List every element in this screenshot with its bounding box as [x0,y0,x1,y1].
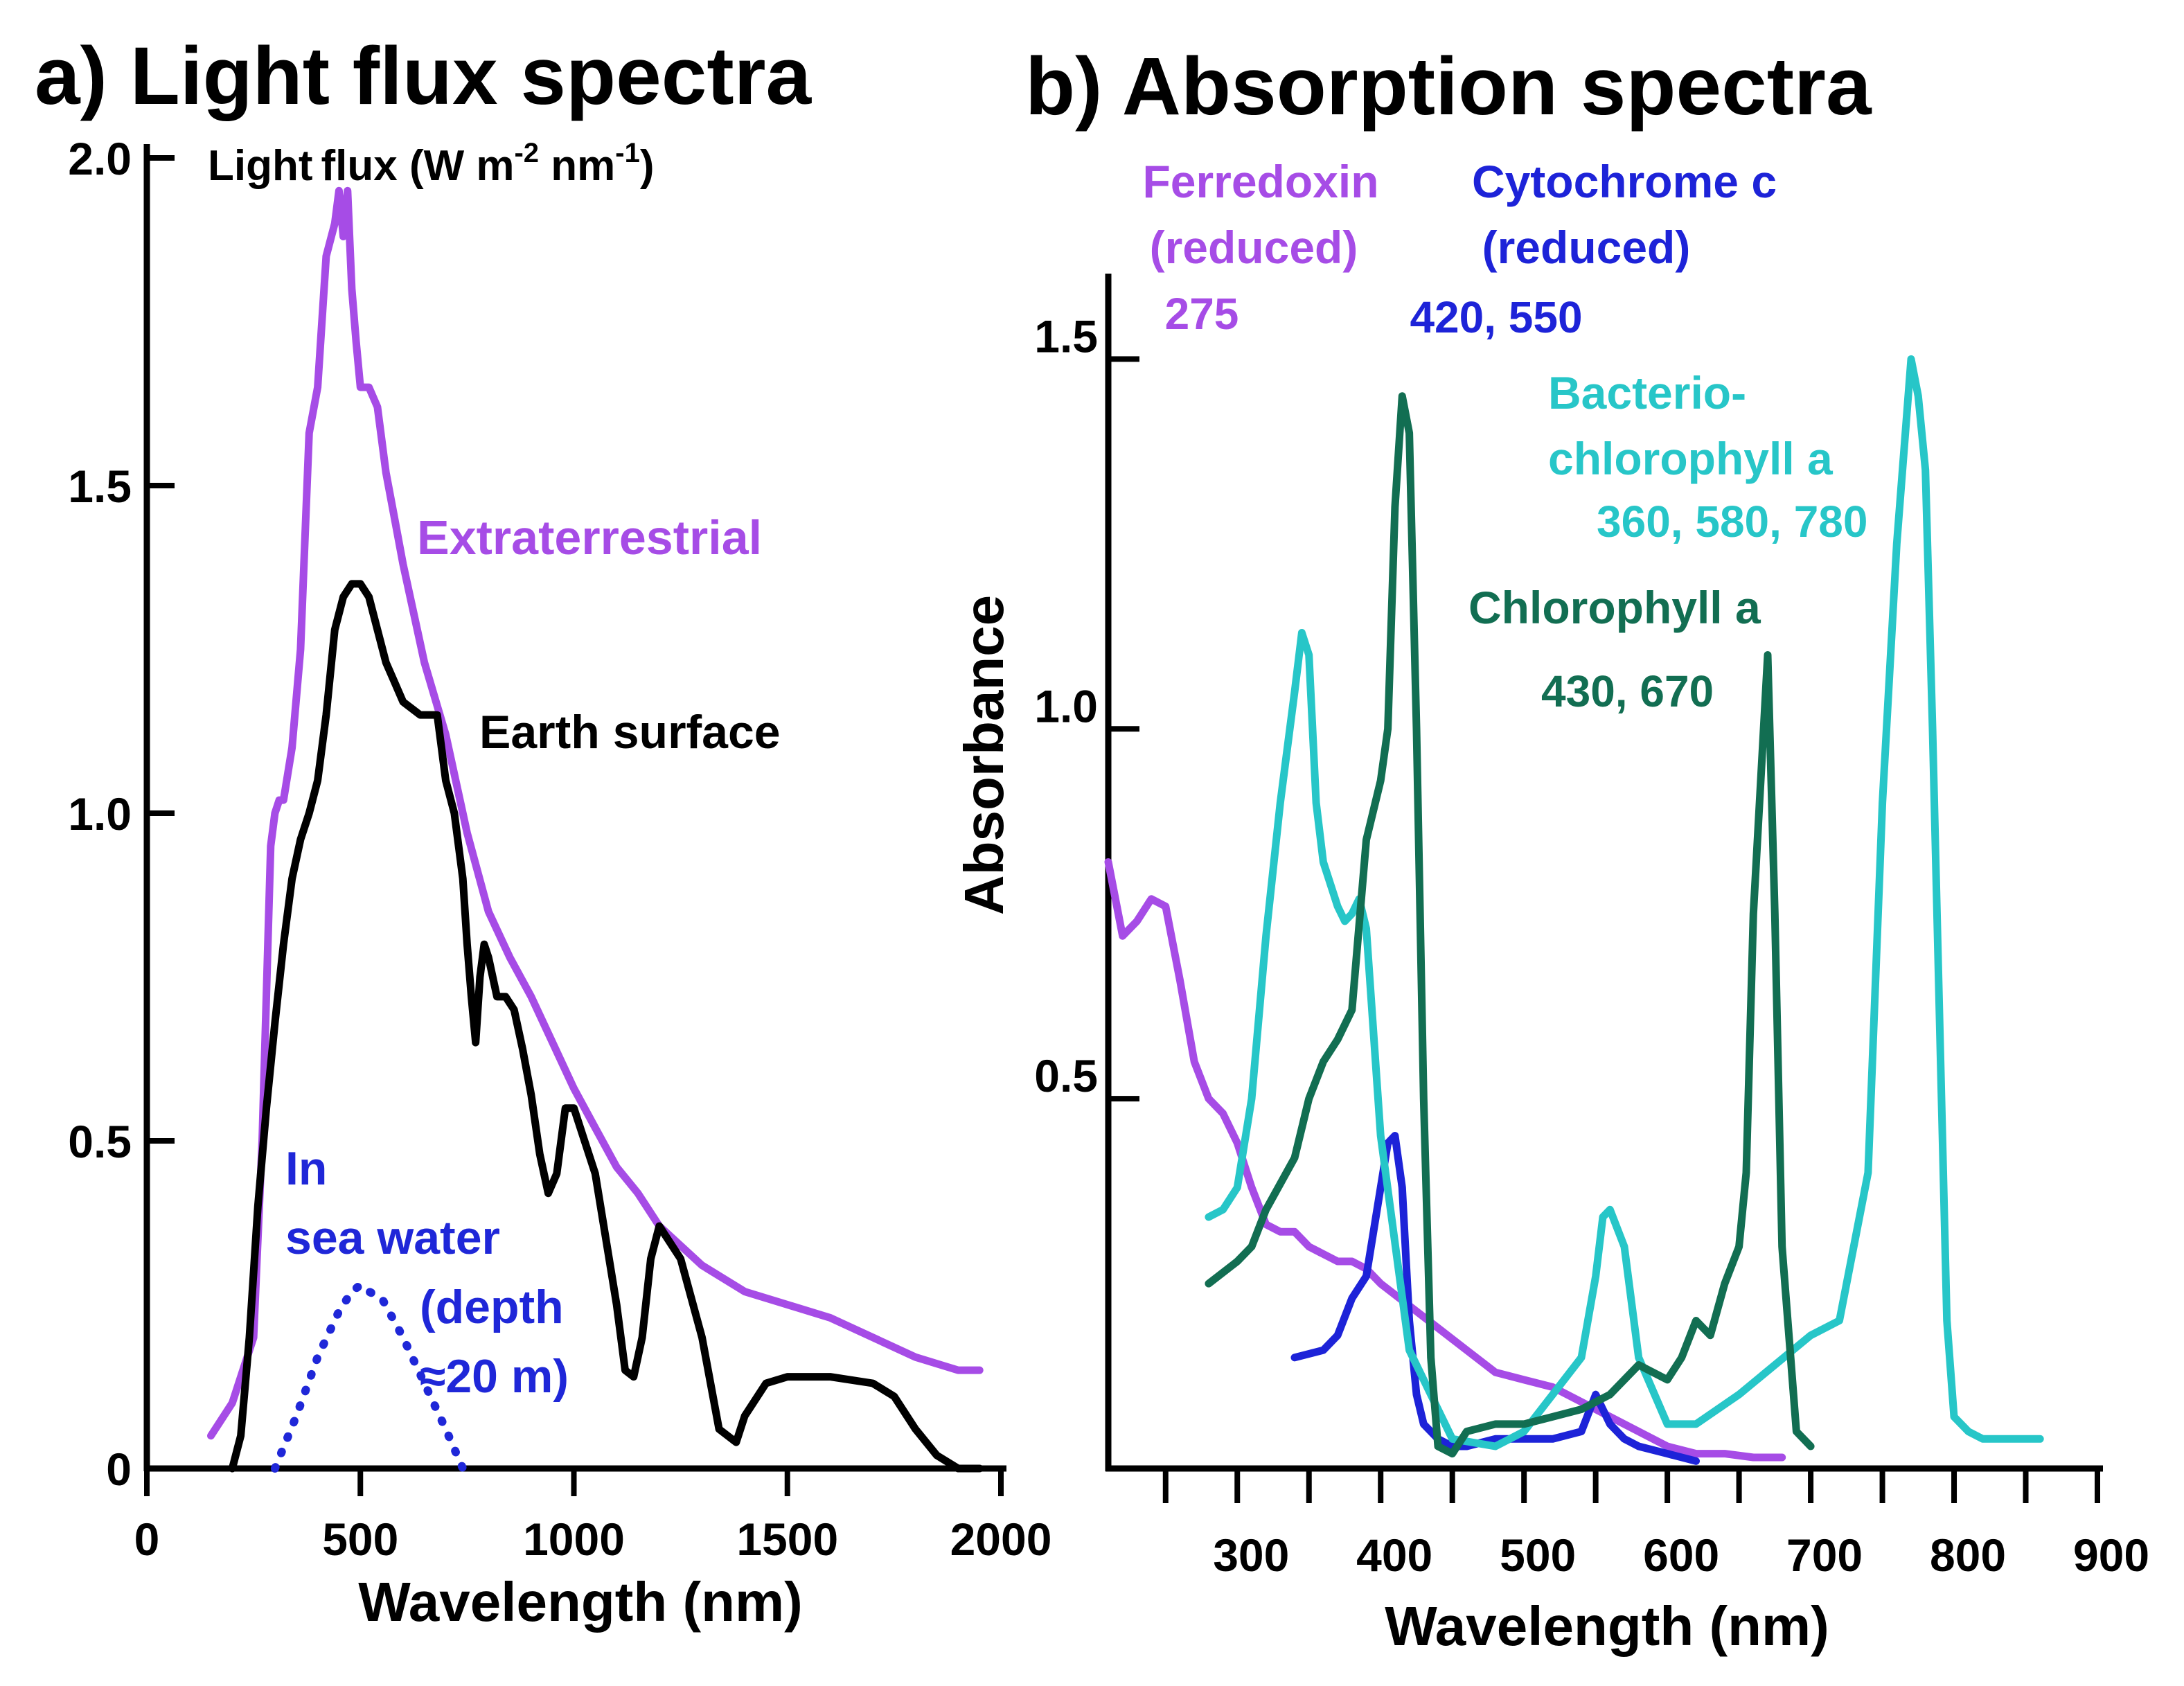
panel-b-y-axis-title: Absorbance [953,595,1015,915]
ferredoxin-label-line-2: (reduced) [1150,222,1358,273]
sea-water-label-line-2: sea water [285,1212,500,1264]
panel-a-xtick-label-500: 500 [322,1514,398,1565]
panel-a-ticks: 0 0.5 1.0 1.5 2.0 0 500 1000 1500 2000 [68,133,1051,1565]
ferredoxin-label-line-1: Ferredoxin [1142,156,1378,207]
cytochrome-label-line-1: Cytochrome c [1472,156,1777,207]
cytochrome-peaks: 420, 550 [1410,292,1582,342]
panel-b-series-cytochrome-c-reduced [1290,1132,1700,1465]
panel-a-xtick-label-1000: 1000 [523,1514,625,1565]
bacteriochlorophyll-peaks: 360, 580, 780 [1597,497,1867,547]
panel-a-x-axis-title: Wavelength (nm) [358,1571,802,1633]
bacteriochlorophyll-label: Bacterio- chlorophyll a 360, 580, 780 [1548,367,1867,547]
panel-a-series [207,186,984,1473]
panel-b-xtick-label-600: 600 [1643,1529,1719,1581]
ferredoxin-peaks: 275 [1165,289,1239,339]
panel-b-series-bacteriochlorophyll-a [1205,355,2044,1450]
panel-b-series [1104,355,2044,1465]
panel-b-ytick-label-0-5: 0.5 [1034,1050,1098,1101]
panel-b-xtick-label-300: 300 [1213,1529,1289,1581]
panel-b-xtick-label-400: 400 [1356,1529,1432,1581]
sea-water-label-line-1: In [285,1142,327,1195]
panel-b-ticks: 0.5 1.0 1.5 300 400 500 600 700 800 900 [1034,310,2149,1581]
panel-b-xtick-label-900: 900 [2073,1529,2149,1581]
panel-a-series-extraterrestrial [207,186,984,1440]
panel-b-ytick-label-1-5: 1.5 [1034,310,1098,362]
sea-water-label: In sea water (depth ≈20 m) [285,1142,569,1403]
panel-a-xtick-label-1500: 1500 [736,1514,838,1565]
panel-b-series-ferredoxin-reduced [1104,858,1786,1462]
panel-a-xtick-label-2000: 2000 [950,1514,1052,1565]
extraterrestrial-label: Extraterrestrial [417,511,762,565]
panel-b-xtick-label-500: 500 [1500,1529,1576,1581]
panel-a-ytick-label-2-0: 2.0 [68,133,132,184]
panel-a-ytick-label-1-5: 1.5 [68,461,132,512]
panel-a-ytick-label-1-0: 1.0 [68,788,132,840]
panel-b-series-chlorophyll-a [1205,392,1815,1458]
bacteriochlorophyll-label-line-1: Bacterio- [1548,367,1746,418]
bacteriochlorophyll-label-line-2: chlorophyll a [1548,433,1834,484]
panel-a-chart: a) Light flux spectra Light flux (W m-2 n… [35,30,1051,1633]
panel-b-x-axis-title: Wavelength (nm) [1385,1595,1829,1657]
panel-b-chart: b) Absorption spectra Absorbance 0.5 1.0 1… [953,41,2149,1657]
panel-b-ytick-label-1-0: 1.0 [1034,680,1098,731]
ferredoxin-label: Ferredoxin (reduced) 275 [1142,156,1378,339]
panel-b-xtick-label-800: 800 [1930,1529,2006,1581]
cytochrome-label-line-2: (reduced) [1482,222,1691,273]
panel-a-title: a) Light flux spectra [35,30,813,122]
panel-a-series-earth-surface [228,580,984,1473]
panel-a-ytick-label-0: 0 [106,1444,132,1495]
chlorophyll-peaks: 430, 670 [1541,666,1714,716]
sea-water-label-line-4: ≈20 m) [420,1350,569,1403]
panel-a-series-in-sea-water-depth-20-m [270,1281,468,1473]
cytochrome-label: Cytochrome c (reduced) 420, 550 [1410,156,1777,342]
panel-b-xtick-label-700: 700 [1786,1529,1863,1581]
earth-surface-label: Earth surface [479,706,781,758]
sea-water-label-line-3: (depth [420,1281,564,1333]
panel-a-ytick-label-0-5: 0.5 [68,1116,132,1167]
panel-a-y-axis-title: Light flux (W m-2 nm-1) [208,138,655,190]
chlorophyll-label-line-1: Chlorophyll a [1468,582,1761,633]
chlorophyll-label: Chlorophyll a 430, 670 [1468,582,1761,716]
panel-a-xtick-label-0: 0 [134,1514,160,1565]
panel-b-title: b) Absorption spectra [1025,41,1872,132]
